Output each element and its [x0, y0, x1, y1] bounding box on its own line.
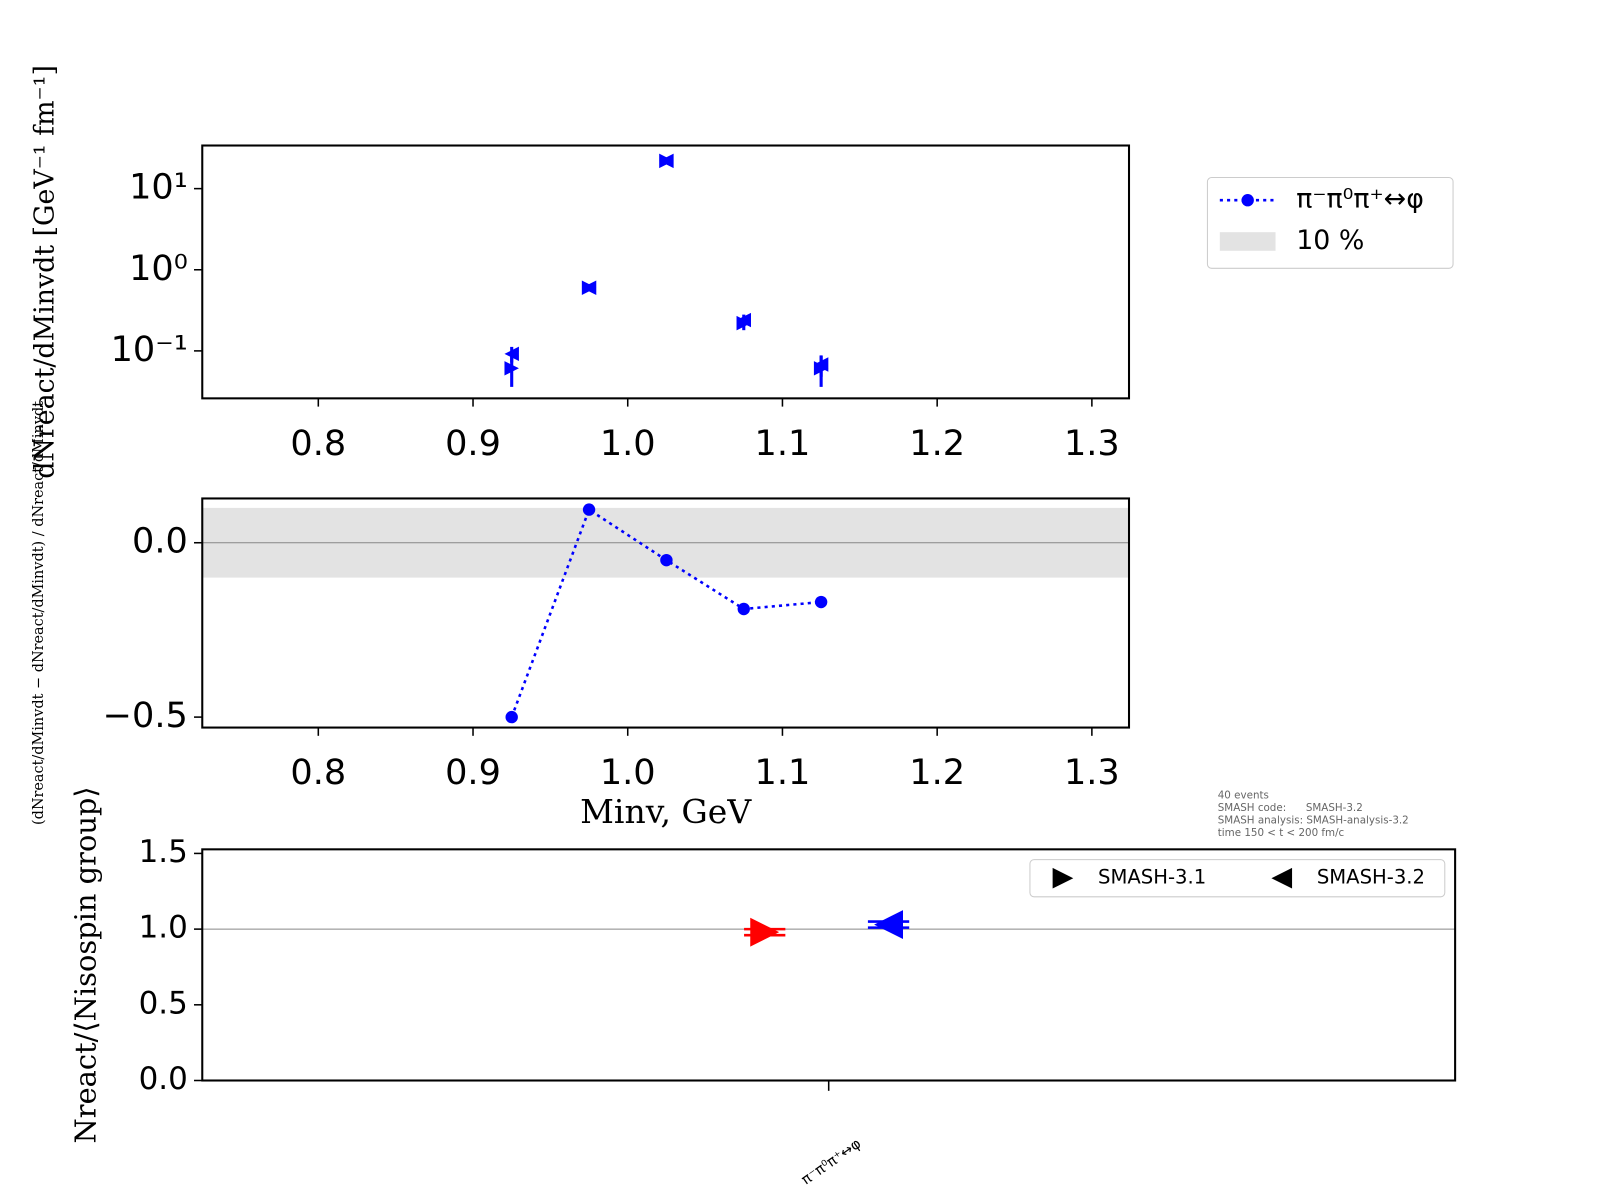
annotation: 40 events — [1218, 790, 1269, 802]
marker — [659, 153, 674, 169]
marker — [504, 361, 519, 376]
legend-marker — [1271, 867, 1293, 889]
point — [737, 602, 750, 616]
annotation: time 150 < t < 200 fm/c — [1218, 827, 1345, 839]
legend-label: SMASH-3.1 — [1098, 866, 1206, 889]
marker — [813, 357, 829, 372]
marker — [874, 910, 903, 940]
plot-frame — [201, 497, 1131, 729]
legend-label: π⁻π⁰π⁺↔φ — [1296, 184, 1424, 215]
marker — [504, 346, 519, 362]
y-tick-label: 0.5 — [139, 985, 188, 1021]
x-axis-label: Minv, GeV — [580, 792, 752, 831]
y-tick-label: 1.5 — [139, 834, 188, 870]
y-tick-label: −0.5 — [103, 695, 188, 736]
point — [582, 503, 596, 516]
x-tick-label: 0.9 — [445, 752, 501, 793]
y-tick-label: 10¹ — [129, 167, 188, 208]
x-tick-label: 0.9 — [445, 423, 501, 464]
x-tick-label: 1.3 — [1064, 423, 1120, 464]
y-tick-label: 1.0 — [139, 910, 188, 946]
marker — [750, 917, 780, 947]
y-axis-label: (dNreact/dMinvdt − dNreact/dMinvdt) / dN… — [31, 401, 47, 825]
x-tick-label: π⁻π⁰π⁺↔φ — [799, 1136, 864, 1189]
legend-box — [1029, 859, 1446, 898]
point — [505, 710, 518, 724]
y-tick-label: 10⁰ — [129, 248, 188, 289]
x-tick-label: 1.0 — [600, 423, 656, 464]
y-axis-label: Nreact/⟨Nisospin group⟩ — [69, 786, 103, 1143]
x-tick-label: 0.8 — [290, 752, 346, 793]
y-axis-label: dNreact/dMinvdt [GeV⁻¹ fm⁻¹] — [29, 65, 60, 479]
point — [660, 553, 673, 567]
annotation: SMASH analysis: SMASH-analysis-3.2 — [1218, 814, 1409, 826]
x-tick-label: 1.2 — [909, 752, 965, 793]
x-tick-label: 1.3 — [1064, 752, 1120, 793]
legend-label: 10 % — [1296, 225, 1364, 256]
marker — [736, 312, 751, 328]
point — [814, 595, 828, 609]
marker — [581, 280, 597, 295]
figure-root: 10¹ 10⁰ 10⁻¹ 0.8 0.9 1.0 1.1 1.2 1.3 dNreact/dMin… — [29, 65, 1457, 1189]
plot-frame — [201, 144, 1131, 400]
legend-label: SMASH-3.2 — [1317, 866, 1425, 889]
y-tick-label: 0.0 — [139, 1061, 188, 1097]
y-tick-label: 0.0 — [132, 521, 188, 562]
x-tick-label: 1.1 — [755, 752, 811, 793]
x-tick-label: 1.0 — [600, 752, 656, 793]
legend-marker — [1052, 867, 1074, 889]
y-tick-label: 10⁻¹ — [111, 329, 188, 370]
x-tick-label: 0.8 — [290, 423, 346, 464]
legend-swatch — [1219, 232, 1276, 251]
annotation: SMASH code: SMASH-3.2 — [1218, 802, 1363, 814]
x-tick-label: 1.2 — [909, 423, 965, 464]
legend-marker — [1241, 194, 1254, 207]
x-tick-label: 1.1 — [755, 423, 811, 464]
